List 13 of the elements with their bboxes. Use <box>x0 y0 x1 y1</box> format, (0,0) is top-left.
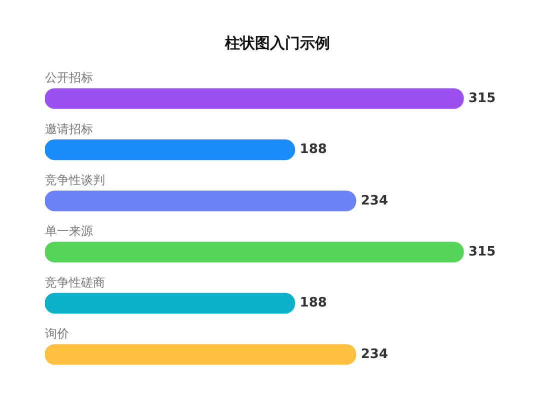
chart-title: 柱状图入门示例 <box>224 34 330 52</box>
data-label: 315 <box>468 90 496 106</box>
data-label: 188 <box>300 296 327 311</box>
y-tick-label: 询价 <box>45 326 69 341</box>
data-label: 234 <box>360 193 388 208</box>
data-label: 315 <box>468 244 496 260</box>
y-tick-label: 竞争性谈判 <box>45 173 105 188</box>
data-label: 234 <box>360 346 388 362</box>
y-tick-label: 竞争性磋商 <box>45 275 105 290</box>
data-label: 188 <box>300 142 327 158</box>
y-tick-label: 单一来源 <box>45 224 93 238</box>
y-tick-label: 公开招标 <box>45 70 93 85</box>
y-tick-label: 邀请招标 <box>45 122 93 136</box>
